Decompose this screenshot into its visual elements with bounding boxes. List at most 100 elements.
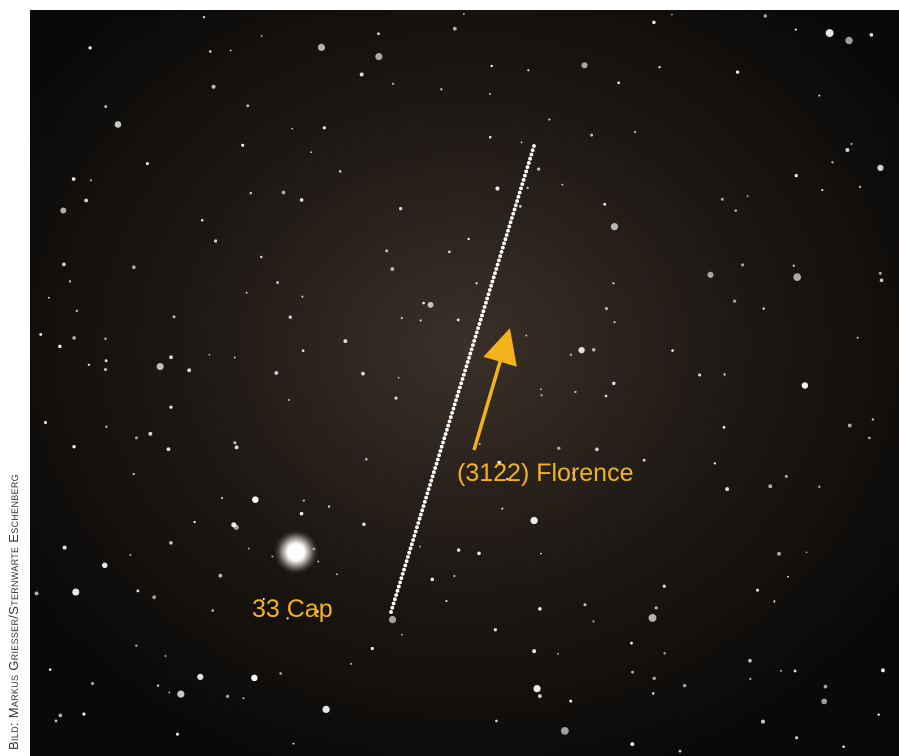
trail-dot: [507, 225, 511, 229]
star: [250, 192, 253, 195]
star: [209, 50, 212, 53]
trail-dot: [419, 513, 423, 517]
star: [59, 714, 63, 718]
trail-dot: [452, 407, 456, 411]
star: [453, 575, 455, 577]
star: [617, 82, 620, 85]
star: [725, 487, 729, 491]
star: [756, 589, 759, 592]
star: [135, 436, 138, 439]
star: [212, 609, 214, 611]
trail-dot: [423, 500, 427, 504]
star: [824, 685, 828, 689]
trail-dot: [396, 589, 400, 593]
star: [72, 445, 75, 448]
star: [570, 354, 572, 356]
star: [845, 37, 853, 45]
sky-background: [30, 10, 899, 756]
star: [115, 121, 122, 128]
star: [548, 119, 550, 121]
star: [422, 302, 425, 305]
star: [793, 265, 795, 267]
star: [859, 186, 861, 188]
star: [428, 302, 434, 308]
star: [310, 151, 312, 153]
trail-dot: [420, 508, 424, 512]
star: [261, 35, 263, 37]
trail-dot: [493, 271, 497, 275]
star: [76, 310, 79, 313]
star: [300, 512, 304, 516]
star: [477, 552, 480, 555]
trail-dot: [479, 318, 483, 322]
trail-dot: [506, 229, 510, 233]
trail-dot: [483, 305, 487, 309]
star: [826, 29, 834, 37]
trail-dot: [494, 267, 498, 271]
star: [479, 443, 481, 445]
star: [569, 700, 572, 703]
star: [274, 371, 278, 375]
trail-dot: [466, 360, 470, 364]
star: [55, 720, 58, 723]
star: [375, 53, 382, 60]
star: [339, 170, 342, 173]
star: [88, 364, 90, 366]
page: (3122) Florence 33 Cap Bild: Markus Grie…: [0, 0, 899, 756]
trail-dot: [465, 364, 469, 368]
asteroid-label: (3122) Florence: [457, 459, 633, 487]
star: [102, 563, 108, 569]
trail-dot: [462, 373, 466, 377]
star: [248, 548, 250, 550]
star: [818, 486, 820, 488]
star: [69, 280, 71, 282]
star: [734, 209, 737, 212]
star: [300, 198, 303, 201]
star: [521, 142, 523, 144]
star: [842, 746, 844, 748]
trail-dot: [509, 220, 513, 224]
trail-dot: [517, 195, 521, 199]
star: [221, 497, 223, 499]
star: [302, 349, 305, 352]
trail-dot: [398, 580, 402, 584]
star: [494, 628, 497, 631]
star: [146, 162, 149, 165]
star: [489, 136, 492, 139]
star: [595, 448, 599, 452]
trail-dot: [453, 403, 457, 407]
trail-dot: [455, 394, 459, 398]
star: [489, 93, 491, 95]
star: [605, 395, 608, 398]
star: [157, 685, 159, 687]
star: [176, 733, 179, 736]
star: [870, 33, 874, 37]
star: [868, 437, 871, 440]
star: [208, 354, 210, 356]
star: [167, 447, 171, 451]
star: [203, 16, 205, 18]
star: [557, 653, 559, 655]
trail-dot: [481, 309, 485, 313]
star: [169, 355, 173, 359]
star: [768, 484, 772, 488]
star: [377, 32, 380, 35]
star: [60, 207, 66, 213]
star: [362, 523, 365, 526]
star: [328, 505, 330, 507]
star: [246, 292, 248, 294]
star: [90, 179, 92, 181]
star: [457, 318, 460, 321]
star: [157, 363, 164, 370]
star: [289, 316, 292, 319]
star: [714, 462, 716, 464]
star: [133, 473, 135, 475]
star: [398, 377, 400, 379]
trail-dot: [500, 250, 504, 254]
star: [540, 394, 542, 396]
trail-dot: [413, 534, 417, 538]
trail-dot: [426, 491, 430, 495]
star: [365, 458, 368, 461]
star: [72, 177, 76, 181]
trail-dot: [393, 597, 397, 601]
